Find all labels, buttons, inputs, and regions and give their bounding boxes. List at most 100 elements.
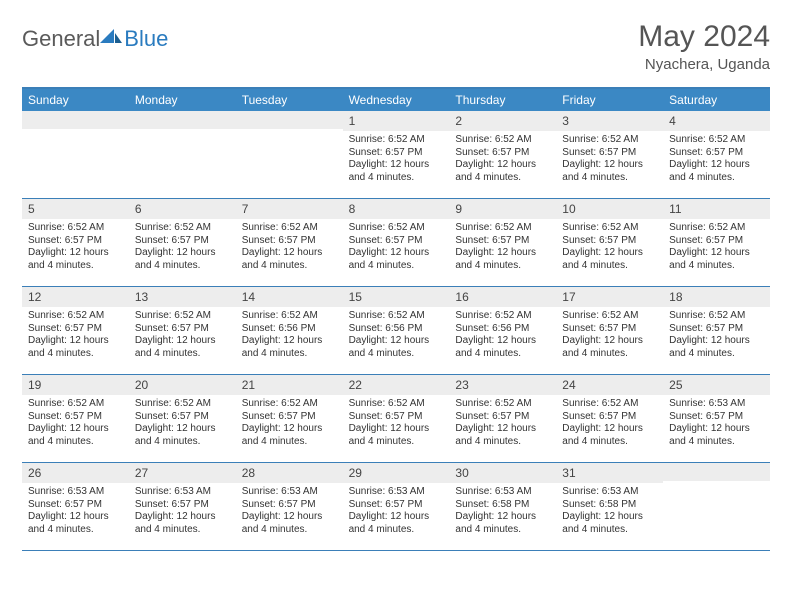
detail-line: and 4 minutes. (562, 172, 657, 185)
detail-line: Sunset: 6:57 PM (669, 235, 764, 248)
calendar-cell: 8Sunrise: 6:52 AMSunset: 6:57 PMDaylight… (343, 199, 450, 287)
day-number: 3 (556, 111, 663, 131)
calendar-cell: 13Sunrise: 6:52 AMSunset: 6:57 PMDayligh… (129, 287, 236, 375)
detail-line: Sunset: 6:57 PM (669, 411, 764, 424)
detail-line: Sunset: 6:57 PM (28, 235, 123, 248)
calendar-cell (22, 111, 129, 199)
detail-line: Sunrise: 6:52 AM (349, 222, 444, 235)
day-details: Sunrise: 6:53 AMSunset: 6:58 PMDaylight:… (556, 483, 663, 540)
day-number: 25 (663, 375, 770, 395)
calendar-cell: 29Sunrise: 6:53 AMSunset: 6:57 PMDayligh… (343, 463, 450, 551)
detail-line: Sunrise: 6:52 AM (562, 222, 657, 235)
weekday-header: Friday (556, 89, 663, 111)
day-number: 6 (129, 199, 236, 219)
day-details: Sunrise: 6:52 AMSunset: 6:57 PMDaylight:… (236, 395, 343, 452)
detail-line: and 4 minutes. (669, 260, 764, 273)
month-title: May 2024 (638, 20, 770, 54)
day-number: 22 (343, 375, 450, 395)
detail-line: Sunrise: 6:52 AM (349, 310, 444, 323)
calendar-cell: 23Sunrise: 6:52 AMSunset: 6:57 PMDayligh… (449, 375, 556, 463)
detail-line: and 4 minutes. (349, 172, 444, 185)
detail-line: Daylight: 12 hours (242, 247, 337, 260)
detail-line: and 4 minutes. (669, 172, 764, 185)
calendar-cell: 1Sunrise: 6:52 AMSunset: 6:57 PMDaylight… (343, 111, 450, 199)
day-number: 9 (449, 199, 556, 219)
calendar-cell: 5Sunrise: 6:52 AMSunset: 6:57 PMDaylight… (22, 199, 129, 287)
day-details: Sunrise: 6:52 AMSunset: 6:57 PMDaylight:… (22, 395, 129, 452)
day-number (663, 463, 770, 481)
detail-line: Sunrise: 6:52 AM (28, 398, 123, 411)
calendar-cell: 18Sunrise: 6:52 AMSunset: 6:57 PMDayligh… (663, 287, 770, 375)
detail-line: Daylight: 12 hours (349, 423, 444, 436)
day-details: Sunrise: 6:52 AMSunset: 6:57 PMDaylight:… (556, 219, 663, 276)
detail-line: Daylight: 12 hours (455, 159, 550, 172)
calendar-cell: 4Sunrise: 6:52 AMSunset: 6:57 PMDaylight… (663, 111, 770, 199)
weekday-header: Monday (129, 89, 236, 111)
detail-line: and 4 minutes. (135, 348, 230, 361)
detail-line: Sunrise: 6:53 AM (455, 486, 550, 499)
detail-line: Sunset: 6:57 PM (242, 235, 337, 248)
detail-line: and 4 minutes. (242, 348, 337, 361)
day-details: Sunrise: 6:52 AMSunset: 6:57 PMDaylight:… (129, 307, 236, 364)
detail-line: Sunset: 6:57 PM (562, 411, 657, 424)
day-details: Sunrise: 6:52 AMSunset: 6:57 PMDaylight:… (449, 131, 556, 188)
detail-line: Sunrise: 6:52 AM (242, 222, 337, 235)
detail-line: Sunset: 6:57 PM (28, 323, 123, 336)
weekday-header: Wednesday (343, 89, 450, 111)
detail-line: Daylight: 12 hours (349, 247, 444, 260)
detail-line: Sunrise: 6:53 AM (242, 486, 337, 499)
detail-line: Sunrise: 6:53 AM (562, 486, 657, 499)
day-details: Sunrise: 6:52 AMSunset: 6:57 PMDaylight:… (663, 219, 770, 276)
detail-line: Daylight: 12 hours (28, 247, 123, 260)
day-details: Sunrise: 6:52 AMSunset: 6:56 PMDaylight:… (449, 307, 556, 364)
detail-line: and 4 minutes. (242, 436, 337, 449)
day-details: Sunrise: 6:52 AMSunset: 6:57 PMDaylight:… (663, 131, 770, 188)
calendar-cell: 15Sunrise: 6:52 AMSunset: 6:56 PMDayligh… (343, 287, 450, 375)
header: General Blue May 2024 Nyachera, Uganda (22, 20, 770, 73)
calendar-cell: 31Sunrise: 6:53 AMSunset: 6:58 PMDayligh… (556, 463, 663, 551)
detail-line: Sunset: 6:57 PM (562, 235, 657, 248)
weekday-header: Saturday (663, 89, 770, 111)
calendar-cell: 24Sunrise: 6:52 AMSunset: 6:57 PMDayligh… (556, 375, 663, 463)
calendar-cell: 6Sunrise: 6:52 AMSunset: 6:57 PMDaylight… (129, 199, 236, 287)
day-number: 28 (236, 463, 343, 483)
day-number: 27 (129, 463, 236, 483)
detail-line: and 4 minutes. (28, 524, 123, 537)
day-details: Sunrise: 6:52 AMSunset: 6:57 PMDaylight:… (22, 307, 129, 364)
detail-line: Sunset: 6:57 PM (135, 499, 230, 512)
detail-line: Sunrise: 6:52 AM (455, 398, 550, 411)
detail-line: Daylight: 12 hours (669, 423, 764, 436)
detail-line: Sunset: 6:58 PM (562, 499, 657, 512)
weekday-header: Tuesday (236, 89, 343, 111)
detail-line: Daylight: 12 hours (242, 511, 337, 524)
calendar-cell: 20Sunrise: 6:52 AMSunset: 6:57 PMDayligh… (129, 375, 236, 463)
day-details: Sunrise: 6:52 AMSunset: 6:57 PMDaylight:… (556, 131, 663, 188)
day-number: 2 (449, 111, 556, 131)
detail-line: Sunset: 6:57 PM (669, 323, 764, 336)
detail-line: Sunset: 6:57 PM (349, 499, 444, 512)
day-details: Sunrise: 6:52 AMSunset: 6:57 PMDaylight:… (663, 307, 770, 364)
detail-line: Sunset: 6:57 PM (242, 499, 337, 512)
detail-line: Sunrise: 6:52 AM (562, 134, 657, 147)
calendar-cell: 26Sunrise: 6:53 AMSunset: 6:57 PMDayligh… (22, 463, 129, 551)
calendar-cell: 10Sunrise: 6:52 AMSunset: 6:57 PMDayligh… (556, 199, 663, 287)
detail-line: and 4 minutes. (135, 524, 230, 537)
day-details: Sunrise: 6:52 AMSunset: 6:56 PMDaylight:… (236, 307, 343, 364)
detail-line: Sunrise: 6:52 AM (28, 310, 123, 323)
detail-line: Daylight: 12 hours (562, 247, 657, 260)
day-details (236, 129, 343, 189)
day-number: 26 (22, 463, 129, 483)
weekday-header: Thursday (449, 89, 556, 111)
detail-line: Sunrise: 6:53 AM (135, 486, 230, 499)
detail-line: Daylight: 12 hours (669, 159, 764, 172)
day-details: Sunrise: 6:52 AMSunset: 6:57 PMDaylight:… (343, 131, 450, 188)
detail-line: and 4 minutes. (28, 436, 123, 449)
detail-line: and 4 minutes. (242, 524, 337, 537)
detail-line: Daylight: 12 hours (562, 511, 657, 524)
day-details: Sunrise: 6:52 AMSunset: 6:57 PMDaylight:… (556, 395, 663, 452)
day-number: 31 (556, 463, 663, 483)
day-number: 19 (22, 375, 129, 395)
detail-line: Sunrise: 6:52 AM (455, 222, 550, 235)
calendar-cell: 7Sunrise: 6:52 AMSunset: 6:57 PMDaylight… (236, 199, 343, 287)
day-number: 5 (22, 199, 129, 219)
